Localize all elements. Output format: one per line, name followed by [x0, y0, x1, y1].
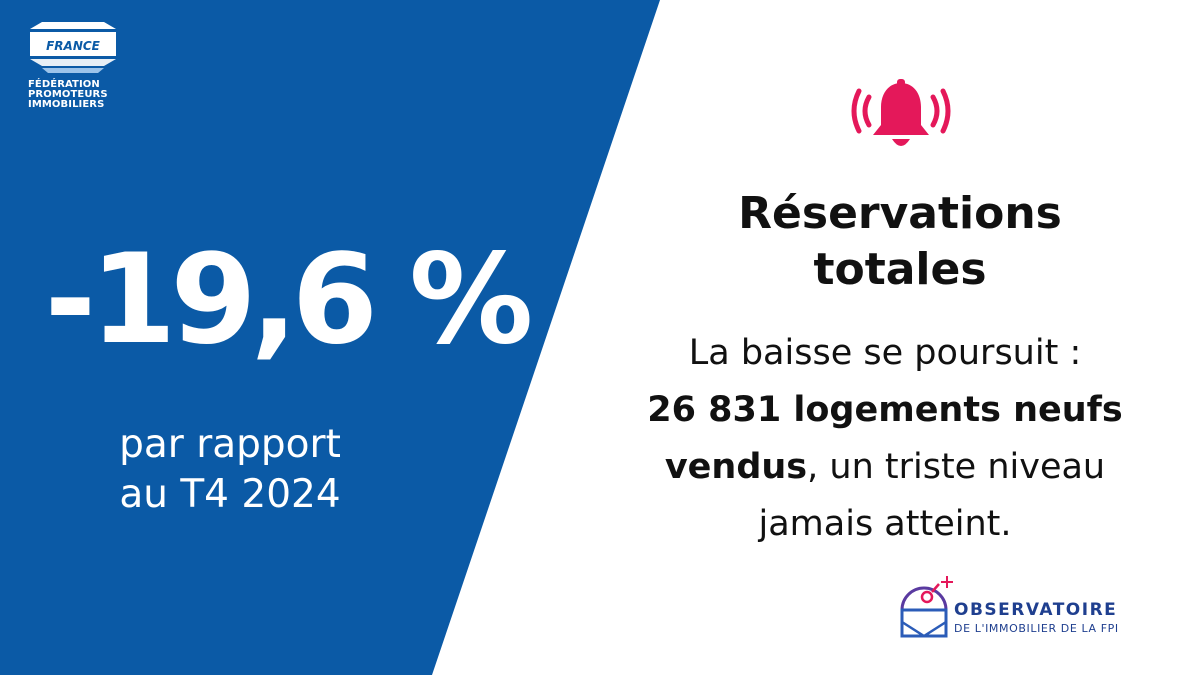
stat-caption-line-1: par rapport: [119, 422, 341, 467]
body-line-3-bold: vendus: [664, 447, 808, 487]
stat-value: -19,6 %: [44, 228, 534, 372]
body-line-1: La baisse se poursuit :: [688, 333, 1082, 373]
headline-line-2: totales: [813, 244, 987, 295]
logo-badge-text: FRANCE: [46, 39, 101, 53]
body-line-4: jamais atteint.: [758, 504, 1012, 544]
observatoire-title: OBSERVATOIRE: [954, 600, 1118, 620]
logo-line-2: PROMOTEURS: [28, 89, 108, 100]
logo-name: FÉDÉRATION PROMOTEURS IMMOBILIERS: [28, 80, 118, 110]
body-line-2: 26 831 logements neufs: [647, 390, 1123, 430]
body-text: La baisse se poursuit : 26 831 logements…: [595, 325, 1175, 553]
body-line-3-rest: , un triste niveau: [807, 447, 1106, 487]
body-line-3: vendus, un triste niveau: [595, 439, 1175, 496]
stat-caption: par rapport au T4 2024: [60, 420, 400, 520]
fpi-logo-icon: FRANCE: [30, 22, 116, 73]
stat-caption-line-2: au T4 2024: [119, 472, 341, 517]
fpi-logo: FRANCE FÉDÉRATION PROMOTEURS IMMOBILIERS: [28, 20, 118, 110]
headline: Réservations totales: [630, 186, 1170, 298]
bell-ringing-icon: [851, 77, 951, 157]
logo-line-3: IMMOBILIERS: [28, 99, 105, 110]
observatoire-logo: OBSERVATOIRE DE L'IMMOBILIER DE LA FPI: [896, 570, 1176, 650]
headline-line-1: Réservations: [738, 188, 1062, 239]
logo-line-1: FÉDÉRATION: [28, 79, 100, 90]
observatoire-subtitle: DE L'IMMOBILIER DE LA FPI: [954, 622, 1119, 635]
observatory-icon: [900, 576, 953, 638]
